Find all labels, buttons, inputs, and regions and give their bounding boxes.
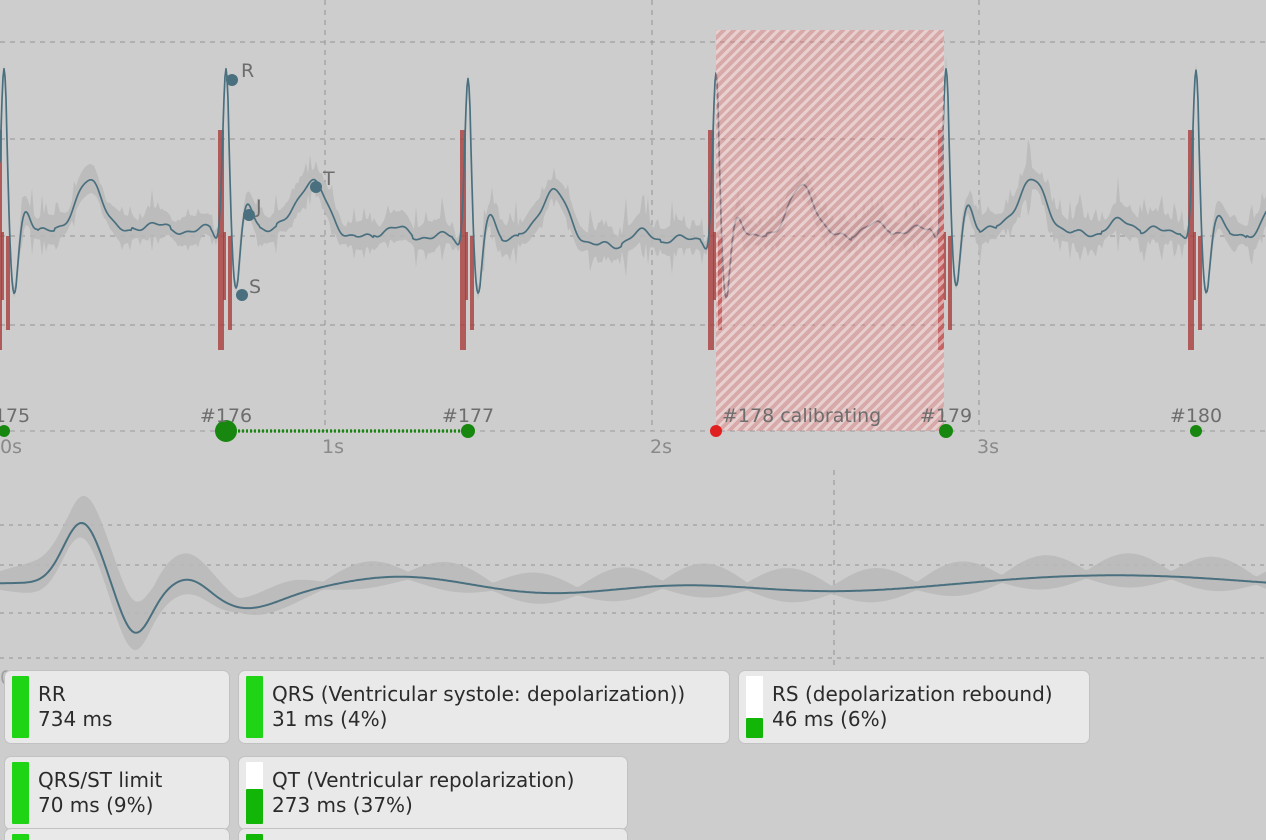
metric-row3-left[interactable] [4, 828, 230, 840]
beat-marker-180[interactable] [1190, 425, 1202, 437]
beat-id-label: #176 [199, 405, 253, 427]
ecg-trace-svg [0, 0, 1266, 400]
qrs-marker-bar [460, 130, 466, 350]
beat-id-label: #179 [919, 405, 973, 427]
beat-ruler-svg [0, 400, 1266, 442]
qrs-marker-bar [228, 236, 232, 330]
annotation-label-r: R [241, 60, 255, 82]
ecg-filtered-trace [0, 67, 1266, 299]
beat-marker-176[interactable] [215, 420, 237, 442]
beat-marker-178[interactable] [710, 425, 722, 437]
metric-gauge [246, 834, 263, 840]
metric-title: QT (Ventricular repolarization) [272, 767, 575, 792]
metric-gauge [246, 762, 263, 824]
metric-gauge [12, 834, 29, 840]
qrs-marker-bar [1193, 232, 1196, 300]
annotation-label-j: J [256, 196, 262, 218]
beat-id-label: #178 calibrating [722, 405, 882, 427]
qrs-marker-bar [708, 130, 714, 350]
qrs-marker-bar [1, 232, 4, 300]
metric-gauge-fill [246, 834, 263, 840]
metric-qrs-st-limit[interactable]: QRS/ST limit 70 ms (9%) [4, 756, 230, 830]
qrs-marker-bar [6, 236, 10, 330]
metric-value: 273 ms (37%) [272, 793, 413, 817]
qrs-marker-bar [1188, 130, 1194, 350]
metric-value: 31 ms (4%) [272, 707, 388, 731]
ecg-raw-envelope [0, 55, 1266, 301]
beat-marker-175[interactable] [0, 425, 10, 437]
ecg-gridlines-vertical [324, 0, 980, 400]
metric-qt[interactable]: QT (Ventricular repolarization) 273 ms (3… [238, 756, 628, 830]
annotation-label-t: T [323, 168, 335, 190]
qrs-marker-bar [948, 236, 952, 330]
metric-gauge-fill [746, 718, 763, 738]
annotation-dot-t[interactable] [310, 181, 322, 193]
ecg-chart-panel[interactable]: R J S T [0, 0, 1266, 431]
beat-marker-dots[interactable] [0, 420, 1202, 442]
metric-gauge-fill [12, 762, 29, 824]
metric-gauge [746, 676, 763, 738]
correlation-chart-panel[interactable]: 0s0.5s [0, 470, 1266, 689]
beat-ruler-panel[interactable]: #175 #176 #177 #178 calibrating #179 #180 0s 1… [0, 400, 1266, 462]
metric-rr[interactable]: RR 734 ms [4, 670, 230, 744]
time-tick-label: 3s [977, 436, 999, 458]
beat-marker-179[interactable] [939, 424, 953, 438]
metric-title: QRS (Ventricular systole: depolarization… [272, 681, 686, 706]
annotation-dot-r[interactable] [226, 74, 238, 86]
metric-value: 70 ms (9%) [38, 793, 154, 817]
qrs-marker-bar [218, 130, 224, 350]
metric-rs[interactable]: RS (depolarization rebound) 46 ms (6%) [738, 670, 1090, 744]
beat-id-label: #180 [1169, 405, 1223, 427]
metric-value: 734 ms [38, 707, 113, 731]
metric-title: QRS/ST limit [38, 767, 163, 792]
correlation-trace [0, 522, 1266, 634]
ecg-annotation-dots [226, 74, 322, 301]
correlation-chart-svg [0, 470, 1266, 670]
time-tick-label: 2s [650, 436, 672, 458]
metric-title: RR [38, 681, 66, 706]
metric-gauge [246, 676, 263, 738]
metric-gauge-fill [246, 676, 263, 738]
annotation-dot-s[interactable] [236, 289, 248, 301]
metric-title: RS (depolarization rebound) [772, 681, 1053, 706]
qrs-marker-bar [718, 236, 722, 330]
metric-value: 46 ms (6%) [772, 707, 888, 731]
qrs-interval-markers [0, 130, 1202, 350]
metric-qrs[interactable]: QRS (Ventricular systole: depolarization… [238, 670, 730, 744]
qrs-marker-bar [938, 130, 944, 350]
time-tick-label: 1s [322, 436, 344, 458]
beat-id-label: #177 [441, 405, 495, 427]
metric-gauge-fill [246, 789, 263, 824]
metric-gauge-fill [12, 676, 29, 738]
beat-id-label: #175 [0, 405, 31, 427]
beat-marker-177[interactable] [461, 424, 475, 438]
qrs-marker-bar [1198, 236, 1202, 330]
qrs-marker-bar [223, 232, 226, 300]
metric-gauge-fill [12, 834, 29, 840]
time-tick-label: 0s [0, 436, 22, 458]
metric-row3-right[interactable] [238, 828, 628, 840]
metric-gauge [12, 762, 29, 824]
qrs-marker-bar [943, 232, 946, 300]
metric-cards-container: RR 734 ms QRS (Ventricular systole: depola… [0, 670, 1266, 840]
qrs-marker-bar [465, 232, 468, 300]
qrs-marker-bar [713, 232, 716, 300]
correlation-envelope [0, 495, 1266, 651]
qrs-marker-bar [470, 236, 474, 330]
ecg-gridlines-horizontal [0, 41, 1266, 326]
annotation-label-s: S [249, 276, 262, 298]
metric-gauge [12, 676, 29, 738]
annotation-dot-j[interactable] [243, 209, 255, 221]
